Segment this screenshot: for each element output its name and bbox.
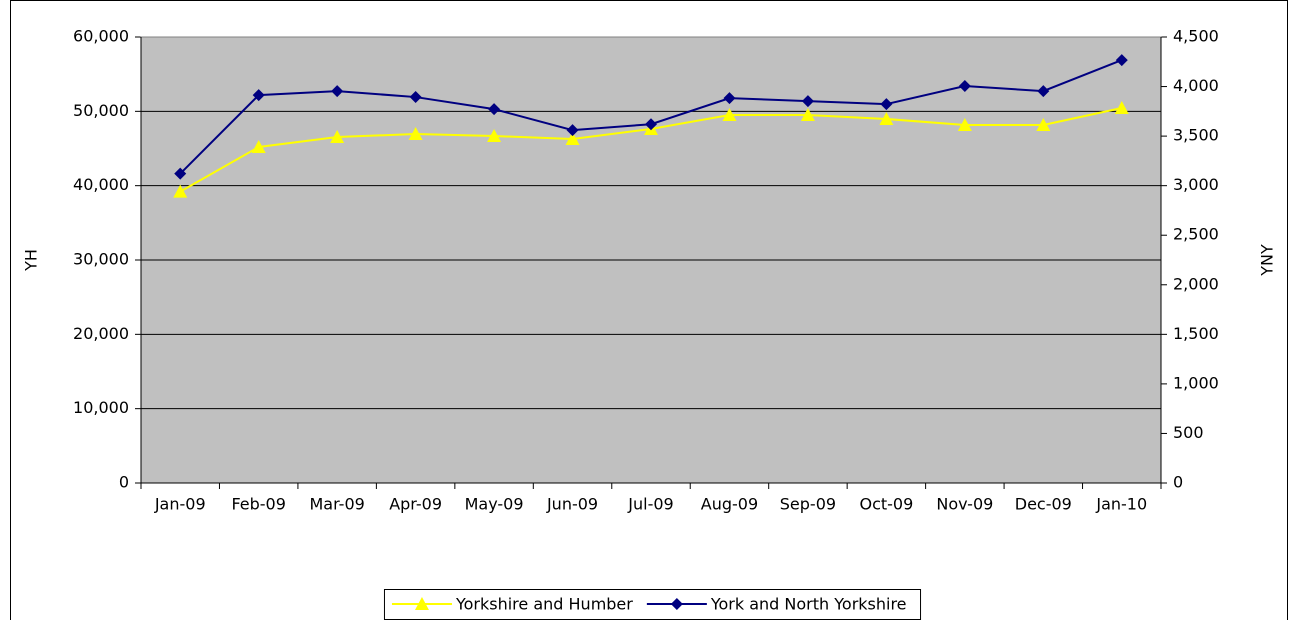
legend-label: York and North Yorkshire [710, 595, 907, 614]
y2-tick-label: 2,000 [1173, 274, 1219, 293]
data-point [1114, 100, 1129, 114]
y2-tick-label: 3,500 [1173, 126, 1219, 145]
legend-marker [670, 598, 683, 610]
data-point [488, 103, 501, 116]
data-point [566, 124, 579, 137]
x-tick-label: Oct-09 [859, 495, 913, 514]
x-tick-label: Jun-09 [546, 495, 598, 514]
data-point [565, 131, 580, 145]
data-point [251, 140, 266, 154]
y-tick-label: 30,000 [73, 250, 129, 269]
x-tick-label: Nov-09 [936, 495, 993, 514]
data-point [173, 184, 188, 198]
y2-axis-label: YNY [1258, 244, 1277, 277]
data-point [722, 107, 737, 121]
data-point [331, 85, 344, 98]
data-point [879, 111, 894, 125]
x-tick-label: Dec-09 [1015, 495, 1072, 514]
data-point [880, 98, 893, 111]
data-point [408, 127, 423, 141]
x-tick-label: Apr-09 [389, 495, 442, 514]
data-point [958, 80, 971, 93]
x-tick-label: Jul-09 [627, 495, 673, 514]
data-point [409, 91, 422, 104]
data-point [487, 129, 502, 143]
y2-tick-label: 4,000 [1173, 76, 1219, 95]
data-point [957, 118, 972, 132]
data-point [1037, 85, 1050, 98]
y-tick-label: 60,000 [73, 27, 129, 46]
data-point [330, 129, 345, 143]
data-point [723, 92, 736, 105]
y2-tick-label: 4,500 [1173, 27, 1219, 46]
legend-marker [414, 597, 429, 610]
y-tick-label: 0 [119, 473, 129, 492]
x-tick-label: Mar-09 [310, 495, 365, 514]
y-tick-label: 10,000 [73, 398, 129, 417]
y-tick-label: 40,000 [73, 175, 129, 194]
x-tick-label: Feb-09 [231, 495, 285, 514]
y-axis-label: YH [22, 249, 41, 272]
x-tick-label: Aug-09 [701, 495, 758, 514]
data-point [800, 108, 815, 122]
y-tick-label: 50,000 [73, 101, 129, 120]
x-tick-label: Sep-09 [780, 495, 836, 514]
y2-tick-label: 3,000 [1173, 175, 1219, 194]
legend-label: Yorkshire and Humber [455, 595, 633, 614]
data-point [252, 89, 265, 102]
x-tick-label: Jan-10 [1095, 495, 1147, 514]
y2-tick-label: 1,500 [1173, 324, 1219, 343]
y2-tick-label: 0 [1173, 473, 1183, 492]
y-tick-label: 20,000 [73, 324, 129, 343]
y2-tick-label: 500 [1173, 423, 1204, 442]
y2-tick-label: 2,500 [1173, 225, 1219, 244]
x-tick-label: May-09 [465, 495, 524, 514]
x-tick-label: Jan-09 [154, 495, 206, 514]
data-point [645, 118, 657, 131]
data-point [801, 95, 814, 108]
data-point [174, 167, 187, 180]
data-point [1115, 54, 1128, 67]
data-point [1036, 118, 1051, 132]
legend: Yorkshire and Humber York and North Yorks… [383, 589, 922, 620]
y2-tick-label: 1,000 [1173, 373, 1219, 392]
